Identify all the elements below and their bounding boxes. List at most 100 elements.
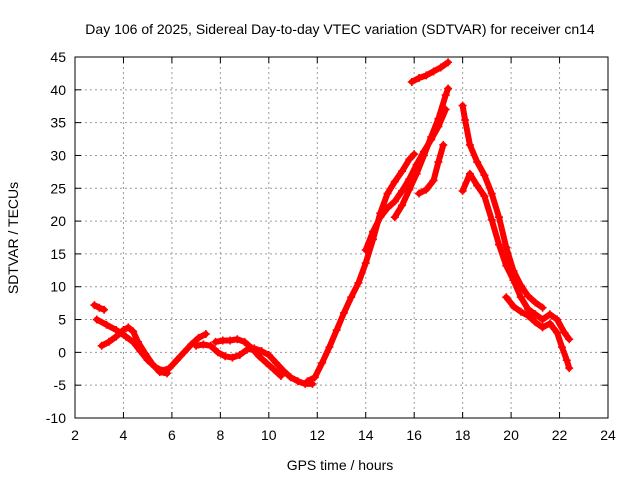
data-point [390,197,399,206]
data-point [444,58,453,67]
data-point [163,369,172,378]
data-point [293,377,302,386]
data-point [509,276,518,285]
series-trace-e [211,335,285,380]
data-point [272,358,281,367]
data-point [165,364,174,373]
data-point [303,377,312,386]
data-point [538,315,547,324]
data-point [119,326,128,335]
data-point [339,308,348,317]
data-point [524,311,533,320]
data-point [398,201,407,210]
data-point [206,341,215,350]
data-point [444,84,453,93]
data-point [516,307,525,316]
series-line [459,102,546,311]
data-point [286,373,295,382]
data-point [121,332,130,341]
data-point [524,291,533,300]
data-point [487,189,496,198]
data-point [221,352,230,361]
data-point [553,315,562,324]
x-tick-label: 18 [455,427,471,443]
x-tick-label: 24 [600,427,616,443]
x-tick-label: 2 [71,427,79,443]
series-trace-a [90,301,109,314]
data-point [133,337,142,346]
data-point [458,186,467,195]
data-point [545,319,554,328]
data-point [102,320,111,329]
data-point [318,358,327,367]
data-point [276,371,285,380]
x-tick-label: 20 [503,427,519,443]
data-point [557,343,566,352]
data-point [565,335,574,344]
y-tick-label: -10 [46,410,66,426]
data-point [502,261,511,270]
data-point [422,185,431,194]
data-point [325,343,334,352]
data-point [155,368,164,377]
x-tick-labels: 2 4 6 8 10 12 14 16 18 20 22 24 [71,427,616,443]
series-line [459,170,573,343]
data-point [412,169,421,178]
grid-lines [75,57,608,418]
data-point [473,181,482,190]
data-point [502,293,511,302]
data-point [361,245,370,254]
data-point [383,189,392,198]
data-point [240,337,249,346]
data-point [427,133,436,142]
data-point [354,278,363,287]
axis-ticks [74,56,609,419]
series-trace-j [407,58,453,86]
data-point [458,101,467,110]
data-point [247,344,256,353]
data-point [494,240,503,249]
data-point [211,337,220,346]
data-point [92,315,101,324]
data-point [560,328,569,337]
data-point [509,302,518,311]
data-point [429,176,438,185]
data-point [538,303,547,312]
data-point [383,203,392,212]
series-trace-c [97,323,172,378]
data-point [553,328,562,337]
data-point [235,350,244,359]
series-trace-h [390,84,453,222]
data-point [269,365,278,374]
data-point [439,140,448,149]
data-point [398,186,407,195]
y-tick-label: 30 [50,147,66,163]
data-point [538,323,547,332]
plot-frame [74,56,609,419]
data-point [531,310,540,319]
y-tick-label: 15 [50,246,66,262]
y-tick-label: 40 [50,82,66,98]
data-point [257,347,266,356]
data-point [494,213,503,222]
data-point [465,140,474,149]
x-tick-label: 22 [552,427,568,443]
data-point [233,335,242,344]
data-point [226,336,235,345]
data-series [90,58,574,388]
data-point [487,215,496,224]
data-point [112,332,121,341]
data-point [415,189,424,198]
data-point [398,167,407,176]
data-point [141,349,150,358]
data-point [422,71,431,80]
data-point [405,155,414,164]
y-tick-label: 25 [50,180,66,196]
data-point [390,213,399,222]
data-point [531,318,540,327]
data-point [129,327,138,336]
data-point [461,116,470,125]
data-point [407,77,416,86]
series-trace-i [415,140,448,198]
x-tick-label: 4 [120,427,128,443]
